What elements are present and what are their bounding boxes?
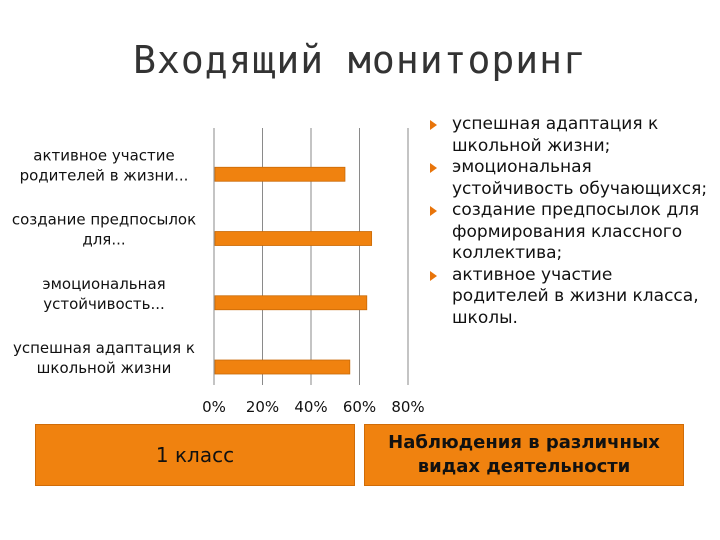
arrow-bullet-icon [430,206,437,216]
category-label: успешная адаптация к школьной жизни [13,339,195,377]
class-box: 1 класс [35,424,355,486]
bullet-list: успешная адаптация к школьной жизни; эмо… [428,114,708,329]
slide-title: Входящий мониторинг [133,38,587,82]
x-tick-label: 20% [246,398,279,416]
category-label: активное участие родителей в жизни... [20,146,189,184]
bar [214,295,368,311]
observation-box: Наблюдения в различных видах деятельност… [364,424,684,486]
observation-label: Наблюдения в различных видах деятельност… [388,432,660,477]
x-tick-label: 60% [343,398,376,416]
arrow-bullet-icon [430,120,437,130]
bar [214,359,351,375]
bullet-item: эмоциональная устойчивость обучающихся; [428,157,708,200]
arrow-bullet-icon [430,270,437,281]
arrow-bullet-icon [430,163,437,173]
bullet-text: эмоциональная устойчивость обучающихся; [452,157,708,199]
class-label: 1 класс [155,443,235,467]
bullet-item: успешная адаптация к школьной жизни; [428,114,708,157]
bullet-text: активное участие родителей в жизни класс… [452,264,699,328]
category-label: создание предпосылок для... [12,211,196,249]
category-label: эмоциональная устойчивость... [42,275,165,313]
bullet-text: создание предпосылок для формирования кл… [452,200,700,263]
bullet-text: успешная адаптация к школьной жизни; [452,114,659,156]
bar [214,231,373,246]
bar-chart: 0% 20% 40% 60% 80% успешная адаптация к школьн… [12,128,425,416]
x-tick-label: 40% [294,398,327,416]
bar [214,166,346,182]
x-tick-label: 80% [391,398,424,416]
bullet-item: создание предпосылок для формирования кл… [428,200,708,265]
x-tick-label: 0% [202,398,226,416]
bullet-item: активное участие родителей в жизни класс… [428,265,708,330]
